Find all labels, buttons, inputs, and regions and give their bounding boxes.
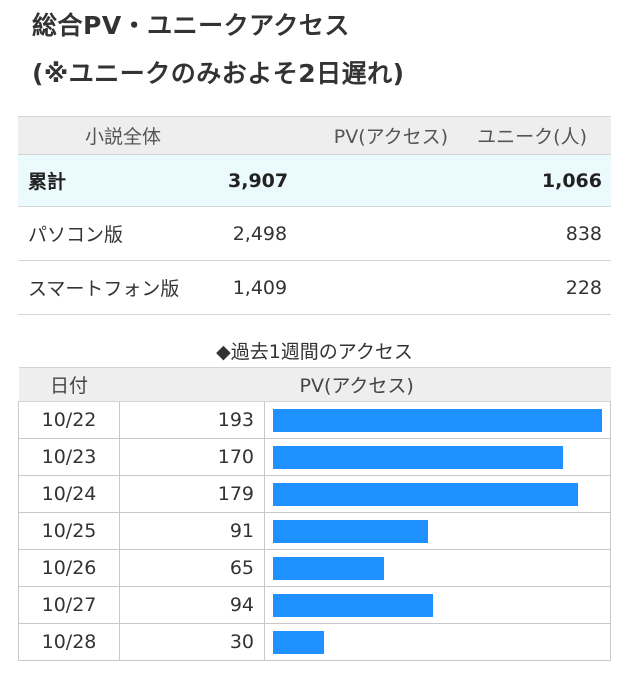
row-label: スマートフォン版	[18, 260, 228, 315]
weekly-date: 10/28	[18, 623, 120, 661]
summary-header-pv: PV(アクセス)	[228, 116, 463, 155]
summary-header-row: 小説全体 PV(アクセス) ユニーク(人)	[18, 116, 611, 155]
weekly-row: 10/28 30	[18, 623, 611, 661]
weekly-bar-cell	[264, 623, 611, 661]
weekly-table: 日付 PV(アクセス) 10/22 193 10/23 170 10/24 179 10/2…	[18, 367, 611, 661]
summary-total-row: 累計 3,907 1,066	[18, 154, 611, 207]
row-label: パソコン版	[18, 206, 228, 261]
weekly-date: 10/23	[18, 438, 120, 476]
summary-row-smartphone: スマートフォン版 1,409 228	[18, 260, 611, 315]
weekly-pv-value: 91	[119, 512, 265, 550]
weekly-bar-cell	[264, 586, 611, 624]
weekly-date: 10/25	[18, 512, 120, 550]
weekly-bar-cell	[264, 549, 611, 587]
weekly-bar-cell	[264, 401, 611, 439]
weekly-pv-value: 179	[119, 475, 265, 513]
weekly-pv-bar	[273, 482, 578, 506]
weekly-pv-value: 65	[119, 549, 265, 587]
weekly-row: 10/26 65	[18, 549, 611, 587]
summary-header-unique: ユニーク(人)	[462, 116, 611, 155]
weekly-bar-cell	[264, 475, 611, 513]
row-unique: 838	[462, 206, 611, 261]
weekly-row: 10/24 179	[18, 475, 611, 513]
weekly-caption: ◆過去1週間のアクセス	[216, 341, 413, 363]
weekly-date: 10/26	[18, 549, 120, 587]
weekly-header-row: 日付 PV(アクセス)	[18, 367, 611, 402]
summary-row-pc: パソコン版 2,498 838	[18, 206, 611, 261]
weekly-pv-bar	[273, 408, 602, 432]
total-label: 累計	[18, 154, 228, 207]
weekly-body: 10/22 193 10/23 170 10/24 179 10/25 91 10/26 65 10…	[18, 401, 611, 661]
weekly-pv-value: 193	[119, 401, 265, 439]
weekly-row: 10/22 193	[18, 401, 611, 439]
weekly-pv-bar	[273, 630, 324, 654]
weekly-pv-bar	[273, 556, 384, 580]
page-title: 総合PV・ユニークアクセス	[32, 11, 350, 40]
weekly-header-pv: PV(アクセス)	[119, 367, 611, 402]
weekly-bar-cell	[264, 438, 611, 476]
weekly-date: 10/27	[18, 586, 120, 624]
weekly-pv-bar	[273, 445, 563, 469]
row-pv: 2,498	[228, 206, 463, 261]
weekly-row: 10/23 170	[18, 438, 611, 476]
weekly-pv-value: 94	[119, 586, 265, 624]
weekly-pv-bar	[273, 593, 433, 617]
weekly-pv-value: 170	[119, 438, 265, 476]
row-pv: 1,409	[228, 260, 463, 315]
summary-header-scope: 小説全体	[18, 116, 228, 155]
page-subtitle: (※ユニークのみおよそ2日遅れ)	[32, 59, 405, 88]
weekly-row: 10/25 91	[18, 512, 611, 550]
summary-table: 小説全体 PV(アクセス) ユニーク(人) 累計 3,907 1,066 パソコ…	[18, 116, 611, 315]
total-pv: 3,907	[228, 154, 463, 207]
weekly-date: 10/22	[18, 401, 120, 439]
weekly-row: 10/27 94	[18, 586, 611, 624]
weekly-pv-value: 30	[119, 623, 265, 661]
total-unique: 1,066	[462, 154, 611, 207]
weekly-date: 10/24	[18, 475, 120, 513]
row-unique: 228	[462, 260, 611, 315]
weekly-pv-bar	[273, 519, 428, 543]
weekly-header-date: 日付	[18, 367, 120, 402]
weekly-bar-cell	[264, 512, 611, 550]
